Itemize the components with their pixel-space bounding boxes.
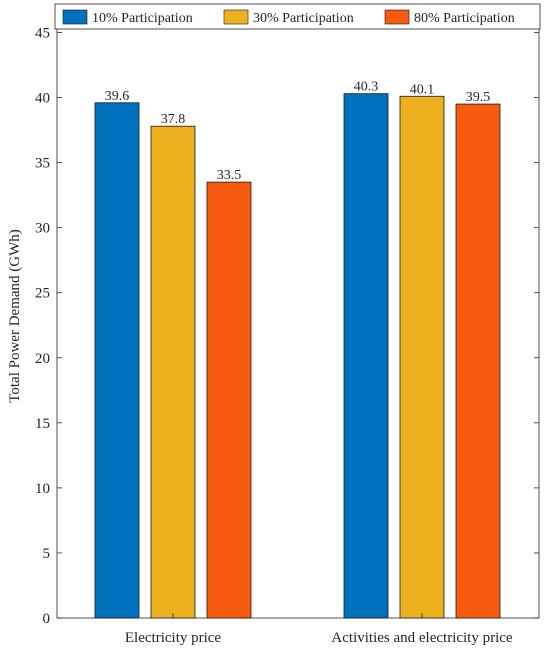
y-tick-label: 40 <box>35 91 50 107</box>
data-label: 33.5 <box>217 168 242 183</box>
legend: 10% Participation 30% Participation 80% Pa… <box>54 3 541 30</box>
bar-1-1 <box>94 102 140 619</box>
x-tick-label: Electricity price <box>125 630 222 646</box>
data-label: 40.1 <box>410 82 435 97</box>
y-tick-label: 35 <box>35 156 50 172</box>
data-label: 39.5 <box>466 90 491 105</box>
data-label: 37.8 <box>161 112 186 127</box>
legend-entry: 30% Participation <box>253 11 354 26</box>
bar-2-2 <box>399 95 445 619</box>
y-axis: 0 5 10 15 20 25 30 35 40 45 <box>35 26 539 627</box>
data-label: 39.6 <box>105 89 130 104</box>
y-tick-label: 45 <box>35 26 50 42</box>
bar-2-1 <box>150 125 196 619</box>
bars <box>94 93 501 619</box>
legend-swatch <box>223 9 249 25</box>
data-labels: 39.6 40.3 37.8 40.1 33.5 39.5 <box>105 80 491 183</box>
legend-entry: 10% Participation <box>92 11 193 26</box>
legend-box <box>54 3 541 30</box>
y-axis-label: Total Power Demand (GWh) <box>7 229 23 402</box>
x-axis: Electricity price Activities and electric… <box>125 13 513 646</box>
bar-1-2 <box>343 93 389 619</box>
bar-3-1 <box>206 181 252 619</box>
data-label: 40.3 <box>354 80 379 95</box>
legend-entry: 80% Participation <box>414 11 515 26</box>
legend-swatch <box>384 9 410 25</box>
y-tick-label: 10 <box>35 481 50 497</box>
y-tick-label: 25 <box>35 286 50 302</box>
legend-swatch <box>62 9 88 25</box>
y-tick-label: 0 <box>43 611 51 627</box>
y-tick-label: 30 <box>35 221 50 237</box>
x-tick-label: Activities and electricity price <box>331 630 513 646</box>
y-tick-label: 15 <box>35 416 50 432</box>
bar-3-2 <box>455 103 501 619</box>
y-tick-label: 5 <box>43 546 51 562</box>
y-tick-label: 20 <box>35 351 50 367</box>
